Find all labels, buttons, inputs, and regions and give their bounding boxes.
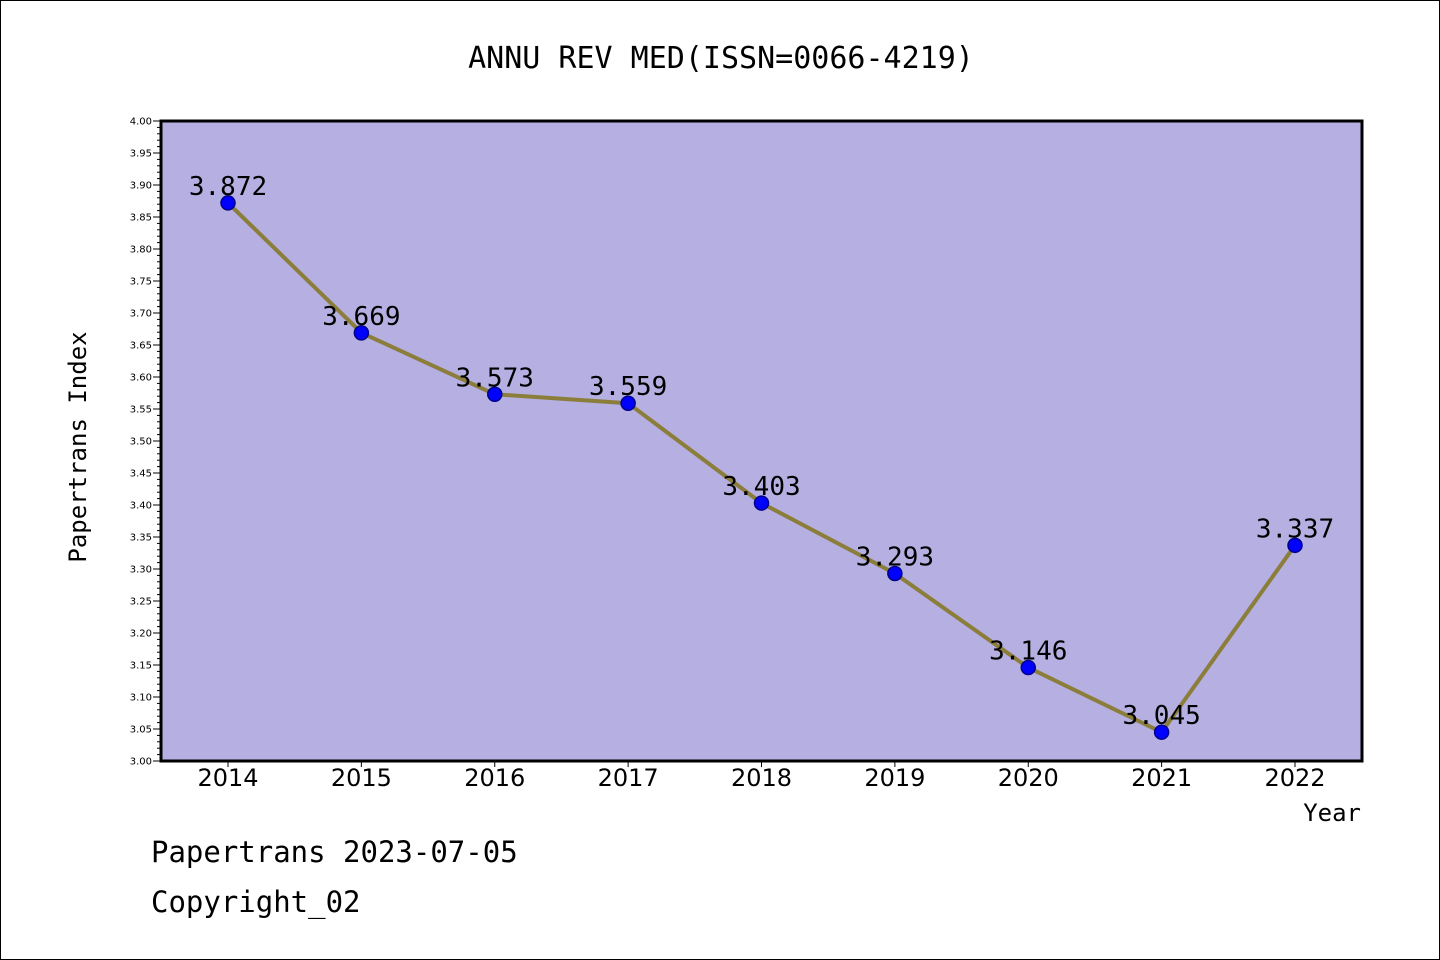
y-tick-label: 3.55 xyxy=(130,405,152,416)
data-label: 3.573 xyxy=(456,363,534,393)
data-label: 3.293 xyxy=(856,542,934,572)
y-tick-label: 3.45 xyxy=(130,469,152,480)
data-point xyxy=(353,325,370,341)
x-tick-label: 2018 xyxy=(731,764,792,792)
data-label: 3.669 xyxy=(322,302,400,332)
markers-group xyxy=(220,195,1303,740)
x-tick-label: 2017 xyxy=(598,764,659,792)
y-tick-label: 3.85 xyxy=(130,213,152,224)
data-point xyxy=(1153,724,1170,740)
y-tick-label: 3.40 xyxy=(130,501,152,512)
y-tick-label: 3.60 xyxy=(130,373,152,384)
y-tick-label: 3.50 xyxy=(130,437,152,448)
data-label: 3.337 xyxy=(1256,514,1334,544)
y-tick-label: 3.25 xyxy=(130,597,152,608)
data-point xyxy=(1287,537,1303,554)
x-tick-label: 2022 xyxy=(1264,764,1325,792)
data-label: 3.872 xyxy=(189,172,267,202)
data-point xyxy=(220,195,236,211)
y-tick-label: 4.00 xyxy=(130,117,152,128)
data-labels-group: 3.872 3.669 3.573 3.559 3.403 3.293 3.146 3.045… xyxy=(189,172,1334,731)
y-axis: 3.00 3.05 3.10 3.15 3.20 3.25 3.30 3.35 3.40 3.45… xyxy=(130,117,161,768)
chart-title: ANNU REV MED(ISSN=0066-4219) xyxy=(468,41,974,76)
y-tick-label: 3.75 xyxy=(130,277,152,288)
y-tick-label: 3.20 xyxy=(130,629,152,640)
y-axis-label: Papertrans Index xyxy=(64,331,92,562)
y-tick-label: 3.70 xyxy=(130,309,152,320)
y-tick-label: 3.95 xyxy=(130,149,152,160)
footer-date: Papertrans 2023-07-05 xyxy=(151,835,518,869)
data-point xyxy=(887,565,903,582)
x-tick-label: 2016 xyxy=(464,764,525,792)
x-axis: 2014 2015 2016 2017 2018 2019 2020 2021 2022 xyxy=(197,761,1326,792)
data-point xyxy=(620,395,636,411)
y-tick-label: 3.35 xyxy=(130,533,152,544)
footer-copyright: Copyright_02 xyxy=(151,885,361,919)
y-tick-label: 3.80 xyxy=(130,245,152,256)
x-tick-label: 2019 xyxy=(864,764,925,792)
plot-frame xyxy=(159,119,1364,763)
y-tick-label: 3.15 xyxy=(130,661,152,672)
data-label: 3.045 xyxy=(1122,701,1200,731)
data-point xyxy=(1020,659,1036,676)
x-tick-label: 2020 xyxy=(998,764,1059,792)
y-tick-label: 3.65 xyxy=(130,341,152,352)
x-tick-label: 2021 xyxy=(1131,764,1192,792)
data-point xyxy=(753,495,770,511)
plot-area xyxy=(161,121,1362,761)
data-label: 3.559 xyxy=(589,372,667,402)
data-label: 3.403 xyxy=(722,472,800,502)
x-axis-label: Year xyxy=(1303,799,1361,827)
x-tick-label: 2015 xyxy=(331,764,392,792)
y-tick-label: 3.90 xyxy=(130,181,152,192)
data-label: 3.146 xyxy=(989,637,1067,667)
x-tick-label: 2014 xyxy=(197,764,258,792)
y-tick-label: 3.10 xyxy=(130,693,152,704)
data-point xyxy=(487,386,503,403)
y-tick-label: 3.00 xyxy=(130,757,152,768)
y-tick-label: 3.30 xyxy=(130,565,152,576)
y-tick-label: 3.05 xyxy=(130,725,152,736)
